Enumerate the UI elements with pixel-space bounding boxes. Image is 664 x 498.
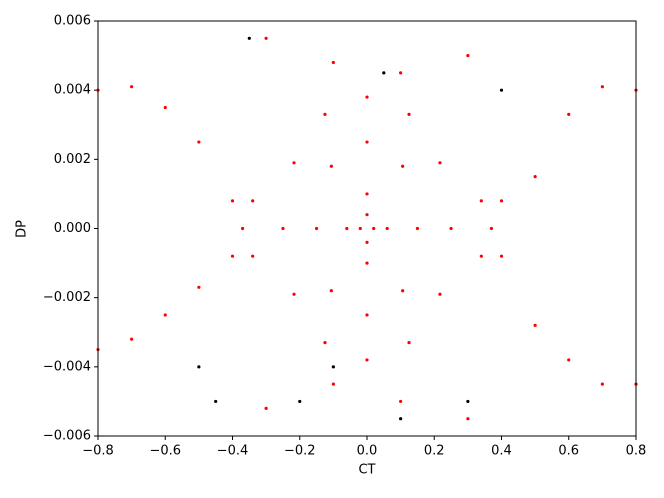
point (365, 240, 369, 244)
point (399, 417, 403, 421)
point (365, 358, 369, 362)
point (466, 417, 470, 421)
y-tick-label: 0.002 (54, 152, 91, 167)
point (479, 199, 483, 203)
point (298, 399, 302, 404)
point (399, 399, 403, 404)
point (365, 140, 369, 144)
y-axis-label: DP (15, 220, 30, 238)
point (314, 226, 319, 231)
x-tick-label: −0.8 (82, 444, 114, 459)
point (264, 406, 268, 410)
point (438, 161, 442, 165)
point (130, 337, 134, 341)
point (499, 88, 504, 92)
x-tick-label: 0.2 (424, 444, 445, 459)
x-tick-label: 0.4 (491, 444, 512, 459)
point (197, 285, 201, 289)
point (533, 323, 537, 327)
point (600, 382, 604, 386)
y-tick-label: −0.004 (43, 359, 91, 374)
point (292, 161, 296, 165)
point (499, 254, 504, 258)
y-tick-label: 0.004 (54, 83, 91, 98)
point (407, 341, 411, 345)
point (567, 112, 571, 116)
point (323, 112, 327, 116)
y-tick-label: 0.000 (54, 221, 91, 236)
x-tick-label: 0.0 (357, 444, 378, 459)
point (163, 105, 167, 110)
point (251, 254, 255, 258)
point (466, 53, 470, 58)
y-tick-label: −0.006 (43, 429, 91, 444)
point (331, 382, 335, 386)
point (365, 95, 369, 99)
point (264, 36, 268, 40)
point (329, 164, 333, 168)
point (466, 399, 470, 404)
point (600, 85, 604, 89)
point (438, 292, 442, 296)
point (240, 226, 245, 231)
x-tick-label: −0.2 (284, 444, 316, 459)
point (479, 254, 483, 258)
point (415, 226, 420, 231)
point (567, 358, 571, 362)
point (401, 289, 405, 293)
point (230, 254, 235, 258)
point (197, 140, 201, 144)
point (499, 199, 504, 203)
point (358, 226, 362, 231)
point (372, 226, 376, 231)
point (329, 289, 333, 293)
point (247, 36, 251, 40)
point (292, 292, 296, 296)
point (533, 175, 537, 179)
point (230, 199, 235, 203)
point (489, 226, 494, 231)
point (163, 313, 167, 317)
x-tick-label: 0.8 (626, 444, 647, 459)
point (399, 71, 403, 75)
y-tick-label: 0.006 (54, 14, 91, 29)
point (251, 199, 255, 203)
point (331, 60, 335, 65)
x-tick-label: 0.6 (558, 444, 579, 459)
point (345, 226, 349, 231)
point (365, 261, 369, 265)
point (382, 71, 386, 75)
point (323, 341, 327, 345)
y-tick-label: −0.002 (43, 290, 91, 305)
point (407, 112, 411, 116)
plot-frame (97, 20, 637, 437)
point (365, 192, 369, 196)
point (130, 85, 134, 89)
x-tick-label: −0.6 (149, 444, 181, 459)
point (281, 226, 285, 231)
x-tick-label: −0.4 (217, 444, 249, 459)
point (197, 365, 201, 369)
point (449, 226, 453, 231)
point (365, 313, 369, 317)
point (331, 365, 335, 369)
point (365, 213, 369, 217)
point (385, 226, 389, 231)
x-axis-label: CT (358, 463, 375, 478)
point (401, 164, 405, 168)
point (214, 399, 218, 404)
